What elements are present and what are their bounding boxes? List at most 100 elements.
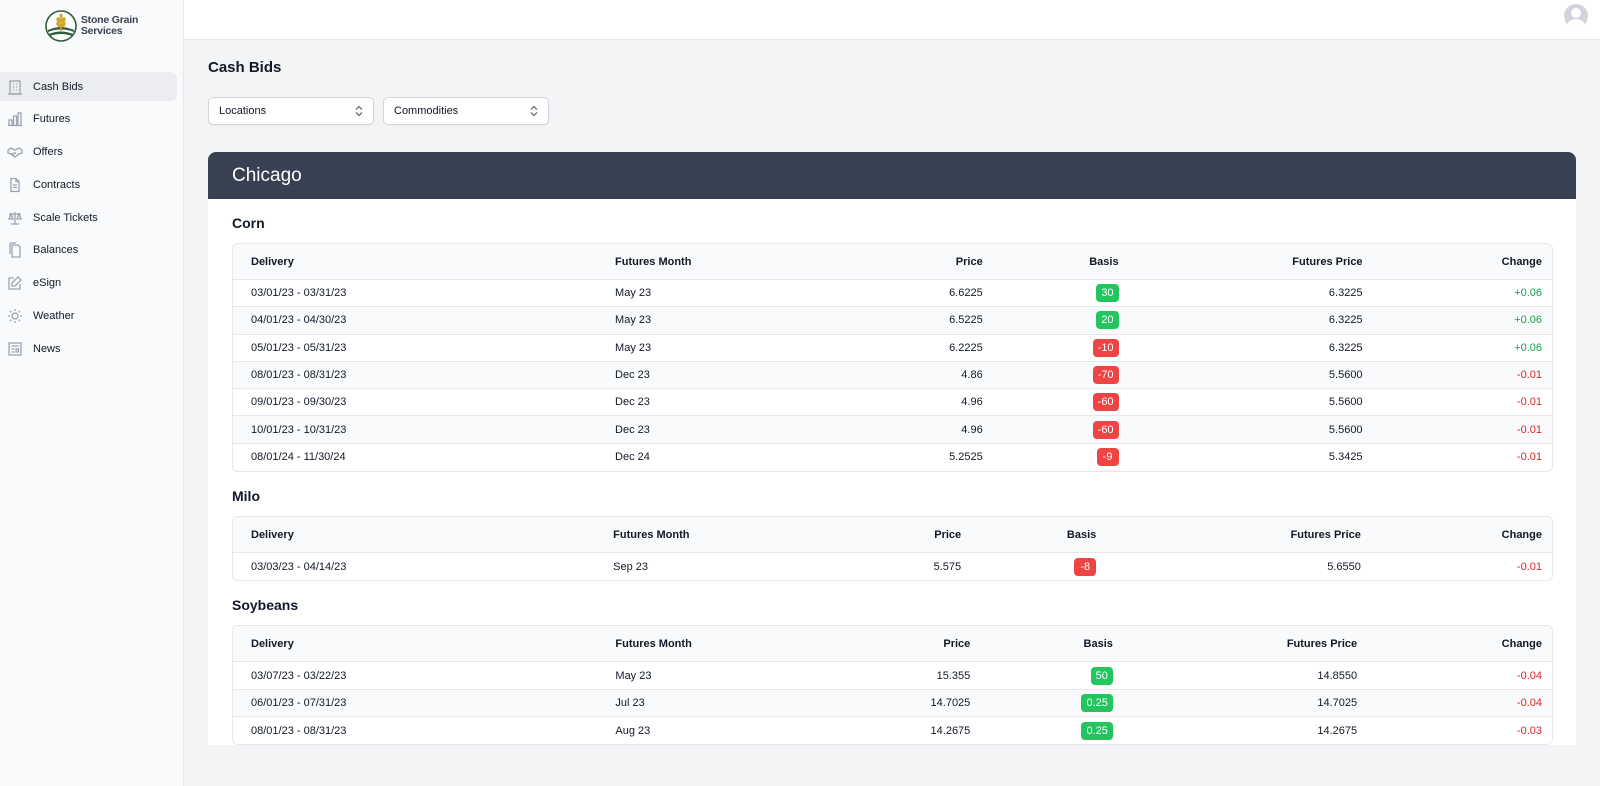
cell-delivery: 05/01/23 - 05/31/23	[233, 335, 598, 362]
cell-basis: -70	[992, 361, 1129, 390]
cell-delivery: 09/01/23 - 09/30/23	[233, 389, 598, 417]
change-value: -0.01	[1516, 423, 1542, 436]
cell-futures-price: 14.7025	[1122, 689, 1368, 717]
cell-futures-month: Sep 23	[613, 560, 648, 573]
cell-futures-price: 5.5600	[1128, 361, 1373, 390]
sidebar-item-label: Cash Bids	[33, 80, 84, 93]
locations-select-label: Locations	[219, 105, 267, 117]
cell-basis: -10	[992, 335, 1129, 362]
column-header-delivery: Delivery	[233, 517, 596, 554]
sidebar-item-weather[interactable]: Weather	[0, 302, 177, 331]
cell-futures-month: May 23	[597, 307, 835, 335]
table-row: 09/01/23 - 09/30/23 Dec 23 4.96 -60 5.5600 -0…	[233, 389, 1552, 417]
cell-basis: 50	[980, 662, 1123, 690]
sidebar-item-label: eSign	[33, 277, 62, 290]
cell-delivery: 08/01/24 - 11/30/24	[251, 451, 346, 464]
sidebar-item-offers[interactable]: Offers	[0, 138, 177, 167]
main-content: Cash Bids Locations Commodities Chicago …	[184, 40, 1600, 786]
location-card: Chicago Corn Delivery Futures Month Price Ba…	[208, 152, 1576, 746]
cell-change: -0.01	[1373, 444, 1552, 471]
cell-futures-month: Jul 23	[597, 689, 828, 717]
newspaper-icon	[7, 341, 23, 357]
basis-badge: 50	[1090, 666, 1113, 685]
cell-price: 4.96	[834, 389, 993, 417]
basis-badge: -8	[1074, 557, 1097, 576]
cell-basis: 0.25	[980, 689, 1123, 717]
table-row: 04/01/23 - 04/30/23 May 23 6.5225 20 6.3225 +…	[233, 307, 1552, 335]
cell-change: +0.06	[1372, 280, 1552, 308]
cell-delivery: 10/01/23 - 10/31/23	[233, 416, 598, 444]
cell-delivery: 08/01/23 - 08/31/23	[251, 724, 347, 737]
locations-select[interactable]: Locations	[208, 97, 374, 125]
table-row: 03/01/23 - 03/31/23 May 23 6.6225 30 6.3225 +…	[233, 280, 1552, 308]
avatar[interactable]	[1564, 4, 1588, 28]
basis-badge: -10	[1092, 338, 1119, 357]
sidebar-item-contracts[interactable]: Contracts	[0, 170, 177, 199]
pencil-square-icon	[7, 275, 23, 291]
cell-price: 4.86	[834, 361, 993, 390]
sidebar-item-label: News	[33, 342, 61, 355]
table-row: 08/01/23 - 08/31/23 Dec 23 4.86 -70 5.5600 -0…	[233, 361, 1552, 390]
cell-futures-price: 5.6550	[1327, 560, 1361, 573]
commodities-select[interactable]: Commodities	[383, 97, 549, 125]
cell-basis: -60	[992, 416, 1129, 444]
table-row: 03/03/23 - 04/14/23 Sep 23 5.575 -8 5.6550 -0…	[233, 553, 1552, 580]
change-value: -0.01	[1516, 396, 1542, 409]
commodity-title: Soybeans	[232, 597, 299, 614]
cell-delivery: 06/01/23 - 07/31/23	[233, 689, 598, 717]
change-value: -0.01	[1516, 560, 1542, 573]
cell-futures-month: May 23	[597, 280, 835, 308]
cell-price: 14.7025	[827, 689, 981, 717]
cell-futures-month: Dec 23	[597, 416, 835, 444]
sidebar-item-news[interactable]: News	[0, 334, 177, 363]
table-header-row: Delivery Futures Month Price Basis Futures P…	[233, 517, 1552, 554]
commodity-title: Milo	[232, 488, 260, 505]
cell-futures-month: Dec 24	[615, 451, 650, 464]
document-icon	[7, 177, 23, 193]
handshake-icon	[7, 144, 23, 160]
change-value: -0.04	[1516, 669, 1542, 682]
cell-delivery: 03/03/23 - 04/14/23	[251, 560, 347, 573]
cell-futures-price: 6.3225	[1128, 335, 1373, 362]
logo[interactable]: Stone Grain Services	[0, 0, 183, 52]
bar-chart-icon	[7, 111, 23, 127]
cell-price: 6.6225	[834, 280, 993, 308]
cell-delivery: 03/07/23 - 03/22/23	[233, 662, 598, 690]
cell-price: 4.96	[834, 416, 993, 444]
sidebar-item-scale-tickets[interactable]: Scale Tickets	[0, 203, 177, 232]
sidebar-item-balances[interactable]: Balances	[0, 236, 177, 265]
cell-delivery: 08/01/23 - 08/31/23	[233, 361, 598, 390]
basis-badge: -60	[1092, 420, 1119, 439]
bids-table-milo: Delivery Futures Month Price Basis Futures P…	[232, 516, 1553, 582]
cell-futures-price: 5.5600	[1128, 416, 1373, 444]
bids-table-corn: Delivery Futures Month Price Basis Futures P…	[232, 243, 1553, 473]
cell-futures-month: May 23	[597, 335, 835, 362]
logo-text: Stone Grain Services	[81, 15, 139, 37]
cell-price: 5.2525	[949, 451, 983, 464]
cell-change: -0.01	[1372, 416, 1552, 444]
cell-basis: -9	[993, 444, 1129, 471]
cell-price: 14.2675	[930, 724, 971, 737]
cell-basis: -60	[992, 389, 1129, 417]
column-header-futures-price: Futures Price	[1122, 626, 1368, 663]
sidebar-item-futures[interactable]: Futures	[0, 105, 177, 134]
basis-badge: 20	[1096, 311, 1119, 330]
sidebar-item-esign[interactable]: eSign	[0, 269, 177, 298]
sidebar-item-label: Contracts	[33, 178, 81, 191]
cell-price: 6.2225	[834, 335, 993, 362]
commodity-title: Corn	[232, 215, 265, 231]
sidebar-item-cash-bids[interactable]: Cash Bids	[0, 72, 177, 101]
table-row: 10/01/23 - 10/31/23 Dec 23 4.96 -60 5.5600 -0…	[233, 416, 1552, 444]
cell-basis: 30	[992, 280, 1129, 308]
change-value: -0.03	[1516, 724, 1542, 737]
column-header-change: Change	[1370, 517, 1552, 554]
cell-delivery: 03/01/23 - 03/31/23	[233, 280, 598, 308]
cell-futures-month: Dec 23	[597, 361, 835, 390]
column-header-futures-month: Futures Month	[597, 626, 828, 663]
column-header-change: Change	[1367, 626, 1552, 663]
cell-price: 6.5225	[834, 307, 993, 335]
cell-futures-price: 14.2675	[1317, 724, 1358, 737]
chevron-up-down-icon	[530, 105, 538, 117]
column-header-futures-month: Futures Month	[595, 517, 838, 554]
change-value: -0.04	[1516, 696, 1542, 709]
